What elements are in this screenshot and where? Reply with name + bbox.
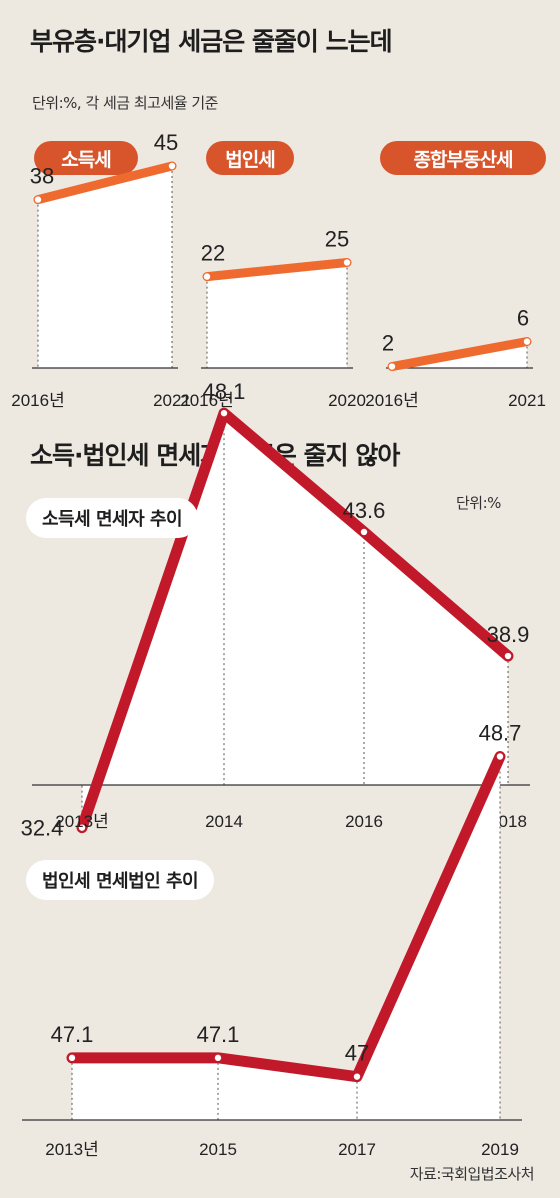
section1-unit: 단위:%, 각 세금 최고세율 기준	[32, 94, 218, 112]
chart-data-label: 47.1	[197, 1022, 240, 1047]
chart-tick-label: 2016년	[365, 391, 418, 410]
chart-tick-label: 2015	[199, 1140, 237, 1159]
chart-data-label: 47.1	[51, 1022, 94, 1047]
chart-series-line	[66, 751, 506, 1083]
chart-data-label: 38.9	[487, 622, 530, 647]
chart-tick-label: 2014	[205, 812, 243, 831]
chart-data-point	[360, 528, 368, 536]
chart-tick-label: 2016년	[11, 391, 64, 410]
pill-income-exempt: 소득세 면세자 추이	[26, 498, 199, 538]
chart-data-label: 25	[325, 227, 349, 252]
chart-data-label: 32.4	[21, 816, 64, 841]
chart-data-point	[168, 162, 176, 170]
chart-tick-label: 2021	[153, 391, 191, 410]
chart-series-line	[202, 258, 352, 282]
chart-data-label: 22	[201, 241, 225, 266]
chart-area-fill	[207, 262, 347, 368]
chart-data-label: 38	[30, 164, 54, 189]
chart-series-line	[33, 161, 177, 205]
chart-data-point	[388, 363, 396, 370]
chart-tick-label: 2013년	[45, 1140, 98, 1159]
chart-data-label: 43.6	[343, 498, 386, 523]
chart-data-point	[68, 1054, 76, 1062]
chart-tick-label: 2016년	[180, 391, 233, 410]
chart-tick-label: 2021	[508, 391, 546, 410]
chart-tick-label: 2019	[481, 1140, 519, 1159]
pill-income-tax: 소득세	[34, 141, 138, 175]
chart-data-label: 2	[382, 331, 394, 356]
chart-series-line	[76, 407, 514, 834]
chart-data-point	[34, 196, 42, 203]
chart-data-label: 47	[345, 1041, 369, 1066]
section1-title: 부유층·대기업 세금은 줄줄이 느는데	[30, 27, 393, 56]
chart-data-point	[220, 409, 228, 417]
chart-data-point	[214, 1054, 222, 1062]
chart-data-point	[496, 753, 504, 760]
chart-data-label: 48.7	[479, 721, 522, 746]
section2-unit: 단위:%	[456, 494, 501, 512]
pill-property-tax: 종합부동산세	[380, 141, 546, 175]
chart-tick-label: 2016	[345, 812, 383, 831]
chart-data-point	[343, 259, 351, 266]
chart-data-label: 48.1	[203, 379, 246, 404]
chart-area-fill	[72, 756, 500, 1120]
pill-corporate-exempt: 법인세 면세법인 추이	[26, 860, 215, 900]
source-note: 자료:국회입법조사처	[409, 1165, 535, 1183]
chart-tick-label: 2020	[328, 391, 366, 410]
chart-data-point	[504, 652, 512, 660]
chart-series-line	[387, 337, 532, 372]
chart-data-point	[203, 273, 211, 280]
chart-tick-label: 2013년	[55, 812, 108, 831]
chart-area-fill	[38, 166, 172, 368]
chart-data-point	[353, 1073, 361, 1080]
pill-corporate-tax: 법인세	[206, 141, 294, 175]
chart-data-label: 6	[517, 306, 529, 331]
chart-data-label: 45	[154, 130, 178, 155]
chart-data-point	[523, 338, 531, 345]
chart-data-point	[78, 824, 86, 831]
chart-tick-label: 2017	[338, 1140, 376, 1159]
